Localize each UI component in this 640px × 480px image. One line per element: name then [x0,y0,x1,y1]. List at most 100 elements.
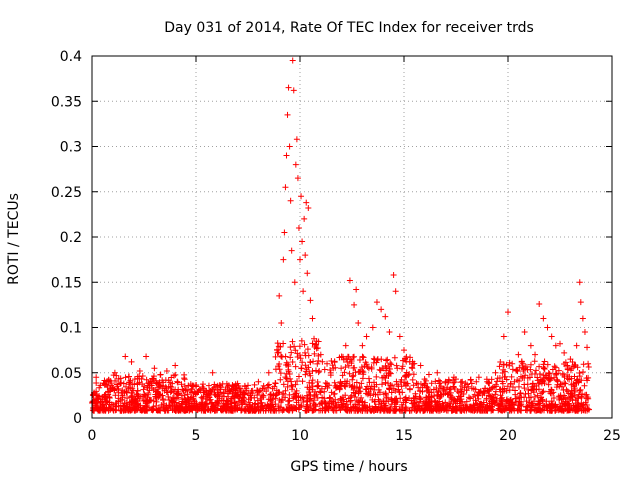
x-axis-ticks: 0 5 10 15 20 25 [88,56,621,444]
noise-marker [140,386,147,393]
noise-marker [306,379,313,386]
noise-marker [276,397,283,404]
noise-marker [353,379,360,386]
noise-marker [292,363,299,370]
noise-marker [503,361,510,368]
noise-marker [126,381,133,388]
y-tick-label: 0.2 [60,230,82,246]
data-point [285,84,292,91]
noise-marker [172,399,179,406]
noise-marker [541,407,548,414]
y-tick-label: 0.25 [51,185,82,201]
noise-marker [265,381,272,388]
noise-marker [122,374,129,381]
data-point [292,161,299,168]
noise-marker [338,382,345,389]
data-point [346,277,353,284]
noise-marker [126,373,133,380]
noise-marker [387,381,394,388]
data-point [305,205,312,212]
noise-marker [385,371,392,378]
noise-marker [506,387,513,394]
noise-marker [288,349,295,356]
noise-marker [547,390,554,397]
noise-marker [219,406,226,413]
noise-marker [554,377,561,384]
data-point [544,324,551,331]
noise-marker [482,385,489,392]
data-point [373,299,380,306]
noise-marker [472,404,479,411]
noise-marker [298,365,305,372]
data-point [467,376,474,383]
noise-marker [309,383,316,390]
data-point [492,369,499,376]
noise-marker [492,388,499,395]
data-point [509,360,516,367]
noise-marker [411,406,418,413]
noise-marker [515,383,522,390]
noise-marker [288,403,295,410]
noise-marker [154,389,161,396]
noise-marker [304,392,311,399]
noise-marker [260,382,267,389]
noise-marker [351,364,358,371]
noise-marker [277,376,284,383]
noise-marker [509,366,516,373]
noise-marker [199,401,206,408]
noise-marker [101,377,108,384]
data-point [363,333,370,340]
noise-marker [327,395,334,402]
noise-marker [127,384,134,391]
noise-marker [523,398,530,405]
noise-marker [521,375,528,382]
noise-marker [135,403,142,410]
noise-marker [568,381,575,388]
noise-marker [550,394,557,401]
noise-marker [300,399,307,406]
noise-marker [245,396,252,403]
noise-marker [372,391,379,398]
noise-marker [347,356,354,363]
noise-marker [306,386,313,393]
noise-marker [526,399,533,406]
data-point [536,300,543,307]
noise-marker [330,391,337,398]
data-point [97,382,104,389]
noise-marker [463,407,470,414]
noise-marker [562,394,569,401]
noise-marker [501,385,508,392]
noise-marker [540,361,547,368]
noise-marker [160,396,167,403]
background-noise-markers [89,335,593,414]
noise-marker [315,357,322,364]
noise-marker [514,406,521,413]
noise-marker [504,397,511,404]
noise-marker [112,400,119,407]
noise-marker [113,372,120,379]
noise-marker [585,374,592,381]
data-point [579,315,586,322]
noise-marker [346,370,353,377]
noise-marker [575,379,582,386]
noise-marker [289,407,296,414]
data-point [313,338,320,345]
noise-marker [399,357,406,364]
noise-marker [409,376,416,383]
noise-marker [540,365,547,372]
x-tick-label: 10 [291,428,309,444]
noise-marker [551,363,558,370]
noise-marker [555,367,562,374]
noise-marker [539,389,546,396]
noise-marker [289,358,296,365]
noise-marker [386,369,393,376]
noise-marker [499,394,506,401]
data-point [548,333,555,340]
noise-marker [532,367,539,374]
data-point [324,360,331,367]
noise-marker [282,374,289,381]
noise-marker [366,379,373,386]
grid-lines [92,56,612,418]
data-point [378,306,385,313]
noise-marker [378,406,385,413]
